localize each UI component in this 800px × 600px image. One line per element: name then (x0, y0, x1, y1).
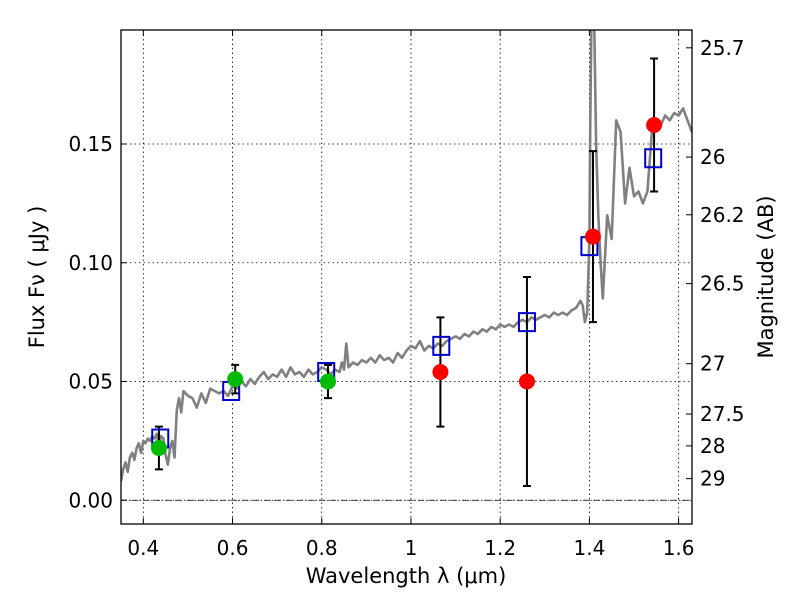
mag-tick-label: 26.2 (700, 203, 745, 227)
mag-tick-label: 27 (700, 352, 725, 376)
y-tick-label: 0.10 (68, 251, 113, 275)
y-tick-label: 0.15 (68, 132, 113, 156)
right-axis-label: Magnitude (AB) (754, 195, 778, 358)
x-tick-label: 1.4 (573, 536, 605, 560)
observed-points (150, 117, 663, 456)
mag-tick-label: 29 (700, 467, 725, 491)
mag-tick-label: 25.7 (700, 36, 745, 60)
model-photometry-square (432, 335, 451, 356)
data-point (518, 373, 535, 390)
mag-tick-label: 28 (700, 434, 725, 458)
x-tick-label: 0.6 (217, 536, 249, 560)
x-tick-label: 0.4 (127, 536, 159, 560)
data-point (227, 371, 244, 388)
data-point (584, 228, 601, 245)
data-point (646, 117, 663, 133)
y-axis-label: Flux Fν ( μJy ) (25, 206, 49, 349)
x-tick-label: 1.6 (663, 536, 695, 560)
mag-tick-label: 26.5 (700, 272, 745, 296)
data-point (432, 364, 449, 380)
x-tick-label: 0.8 (306, 536, 338, 560)
sed-line (121, 30, 692, 482)
model-photometry-square (517, 312, 536, 333)
x-tick-label: 1.2 (484, 536, 516, 560)
y-tick-label: 0.05 (68, 370, 113, 394)
mag-tick-label: 26 (700, 145, 725, 169)
y-tick-label: 0.00 (68, 488, 113, 512)
mag-tick-label: 27.5 (700, 402, 745, 426)
data-point (150, 440, 167, 456)
plot-frame (120, 29, 693, 525)
x-tick-label: 1 (405, 536, 418, 560)
axis-tick-labels: 0.4 0.6 0.8 1 1.2 1.4 1.6 0.00 0.05 0.10 0.15 25.7 2… (68, 36, 744, 560)
x-axis-label: Wavelength λ (μm) (306, 564, 507, 588)
model-photometry-square (644, 148, 663, 169)
axis-ticks (121, 30, 692, 524)
data-point (319, 373, 336, 390)
model-sed-curve (121, 30, 692, 482)
